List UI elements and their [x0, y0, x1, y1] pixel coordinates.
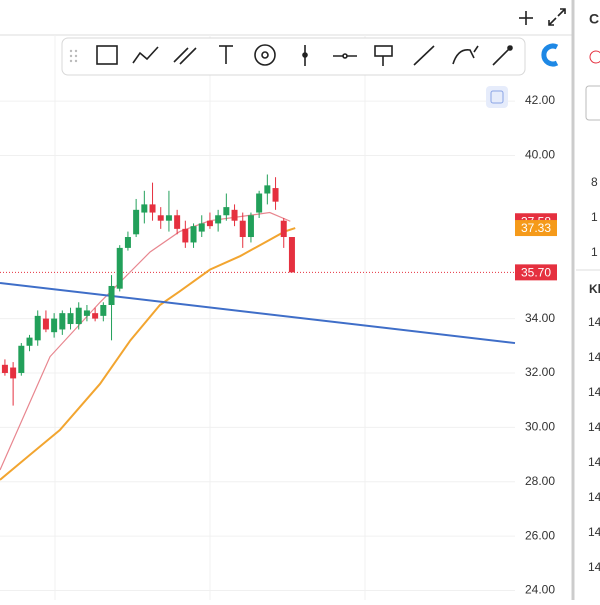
- candle-body: [92, 313, 99, 319]
- y-tick-label: 34.00: [525, 311, 555, 325]
- candle-body: [239, 220, 246, 238]
- top-bar: [0, 0, 572, 35]
- panel-row: 8: [591, 175, 598, 189]
- candle-body: [108, 285, 115, 305]
- candle-body: [215, 215, 222, 224]
- candle-body: [223, 207, 230, 216]
- scale-button[interactable]: [486, 86, 508, 108]
- note-tool[interactable]: [374, 45, 393, 66]
- price-badge-label: 35.70: [521, 266, 551, 280]
- toolbar-bg: [61, 37, 526, 76]
- horizontal-line-tool[interactable]: [333, 53, 357, 59]
- candle-body: [231, 209, 238, 221]
- candle-body: [272, 188, 279, 202]
- expand-button[interactable]: [548, 8, 566, 26]
- candle-body: [59, 313, 66, 330]
- panel-item: 14: [588, 315, 600, 329]
- candle-body: [10, 367, 17, 379]
- brush-tool[interactable]: [452, 45, 479, 65]
- y-tick-label: 42.00: [525, 93, 555, 107]
- price-badge: [515, 264, 557, 281]
- side-panel: C: [571, 0, 600, 600]
- candle-body: [182, 228, 189, 243]
- candle-body: [280, 220, 287, 238]
- candle-body: [157, 215, 164, 221]
- panel-input[interactable]: [585, 85, 600, 121]
- panel-item: 14: [588, 350, 600, 364]
- candle-body: [165, 215, 172, 221]
- panel-item: 14: [588, 490, 600, 504]
- panel-item: 14: [588, 455, 600, 469]
- panel-item: 14: [588, 560, 600, 574]
- target-tool[interactable]: [254, 44, 276, 66]
- price-badge-label: 37.33: [521, 221, 551, 235]
- clock-icon: [589, 50, 600, 64]
- overlay-line: [0, 281, 516, 345]
- candle-body: [288, 237, 295, 273]
- y-tick-label: 30.00: [525, 420, 555, 434]
- candle-body: [42, 318, 49, 330]
- panel-row: 1: [591, 210, 598, 224]
- candle-body: [141, 204, 148, 213]
- trend-line-tool[interactable]: [413, 45, 435, 66]
- panel-item: 14: [588, 420, 600, 434]
- candle-body: [256, 193, 263, 213]
- candle-body: [100, 304, 107, 316]
- candle-body: [174, 215, 181, 229]
- candle-body: [34, 315, 41, 341]
- rectangle-tool[interactable]: [96, 45, 118, 65]
- candle-body: [18, 345, 25, 373]
- overlay-line: [0, 227, 296, 481]
- drag-handle[interactable]: [69, 49, 78, 63]
- channel-tool[interactable]: [173, 47, 197, 65]
- candle-body: [206, 220, 213, 227]
- y-tick-label: 24.00: [525, 583, 555, 597]
- candle-body: [67, 313, 74, 325]
- panel-title: C: [589, 11, 599, 27]
- candle-body: [149, 204, 156, 213]
- path-tool[interactable]: [132, 46, 159, 64]
- price-badge: [515, 220, 557, 237]
- panel-item: 14: [588, 385, 600, 399]
- candle-body: [133, 209, 140, 235]
- panel-row: 1: [591, 245, 598, 259]
- panel-item: 14: [588, 525, 600, 539]
- add-button[interactable]: [519, 11, 533, 25]
- candle-body: [190, 226, 197, 243]
- candle-body: [198, 223, 205, 232]
- y-tick-label: 32.00: [525, 365, 555, 379]
- arrow-tool[interactable]: [492, 45, 513, 66]
- y-tick-label: 26.00: [525, 528, 555, 542]
- vertical-line-tool[interactable]: [302, 45, 308, 66]
- plot-area: [0, 35, 516, 600]
- candle-body: [83, 310, 90, 316]
- drawing-toolbar: [61, 37, 559, 76]
- text-tool[interactable]: [219, 45, 233, 64]
- panel-section: Kl: [589, 282, 600, 296]
- candle-body: [264, 185, 271, 194]
- candle-body: [75, 307, 82, 325]
- candle-body: [116, 247, 123, 289]
- y-tick-label: 28.00: [525, 474, 555, 488]
- overlay-line: [0, 211, 291, 471]
- y-tick-label: 40.00: [525, 148, 555, 162]
- candle-body: [1, 364, 8, 373]
- candle-body: [51, 318, 58, 333]
- candle-body: [247, 215, 254, 238]
- candle-body: [26, 337, 33, 346]
- candle-body: [124, 237, 131, 248]
- brand-logo[interactable]: [541, 43, 559, 67]
- scale-icon: [490, 90, 504, 104]
